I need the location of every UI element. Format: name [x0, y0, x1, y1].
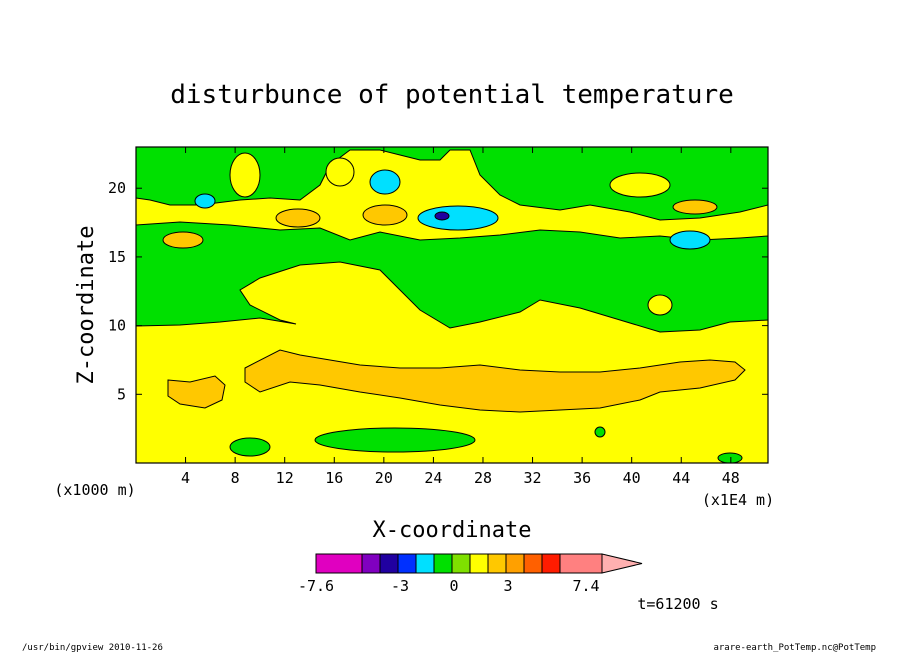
- x-tick-label: 4: [181, 469, 190, 487]
- x-tick-label: 24: [424, 469, 442, 487]
- x-tick-label: 12: [276, 469, 294, 487]
- footer-left: /usr/bin/gpview 2010-11-26: [22, 643, 163, 653]
- field-blob-orange-3: [362, 204, 408, 226]
- field-blob-green-4: [594, 426, 606, 438]
- field-blob-green-3: [717, 452, 743, 463]
- field-blob-yellow-2: [325, 157, 355, 187]
- colorbar-swatch: [559, 553, 603, 574]
- field-blob-orange-1: [162, 231, 204, 249]
- colorbar-swatch: [487, 553, 507, 574]
- field-blob-cyan-2: [194, 193, 216, 209]
- x-tick-label: 36: [573, 469, 591, 487]
- y-scale-note: (x1E4 m): [702, 491, 774, 509]
- x-tick-label: 40: [623, 469, 641, 487]
- field-blob-green-1: [314, 427, 476, 453]
- x-tick-label: 8: [231, 469, 240, 487]
- colorbar-swatch: [315, 553, 363, 574]
- field-region-green-top: [136, 147, 768, 221]
- colorbar: [315, 553, 643, 574]
- field-blob-yellow-1: [229, 152, 261, 198]
- colorbar-labels: -7.6 -3 0 3 7.4: [298, 577, 600, 595]
- colorbar-swatch: [415, 553, 435, 574]
- colorbar-swatch: [397, 553, 417, 574]
- x-scale-note: (x1000 m): [54, 481, 135, 499]
- colorbar-swatch: [469, 553, 489, 574]
- field-blob-orange-2: [275, 208, 321, 228]
- field-blob-yellow-3: [609, 172, 671, 198]
- colorbar-tick-label: 0: [449, 577, 458, 595]
- x-tick-label: 28: [474, 469, 492, 487]
- colorbar-tick-label: 3: [503, 577, 512, 595]
- field-blob-yellow-4: [647, 294, 673, 316]
- x-axis-label: X-coordinate: [373, 518, 532, 543]
- field-region-orange: [244, 349, 746, 413]
- colorbar-swatch: [505, 553, 525, 574]
- colorbar-tick-label: -7.6: [298, 577, 334, 595]
- colorbar-swatch: [523, 553, 543, 574]
- x-tick-label: 44: [672, 469, 690, 487]
- y-tick-label: 15: [108, 248, 126, 266]
- field-blob-blue-1: [434, 211, 450, 221]
- footer-right: arare-earth_PotTemp.nc@PotTemp: [713, 643, 876, 653]
- colorbar-arrow: [601, 553, 643, 574]
- time-label: t=61200 s: [637, 595, 718, 613]
- x-tick-label: 32: [524, 469, 542, 487]
- colorbar-swatch: [451, 553, 471, 574]
- plot-frame: [135, 146, 769, 464]
- y-tick-label: 5: [117, 385, 126, 403]
- field-blob-cyan-1: [369, 169, 401, 195]
- colorbar-swatch: [433, 553, 453, 574]
- x-tick-label: 48: [722, 469, 740, 487]
- y-tick-label: 20: [108, 179, 126, 197]
- y-axis-label: Z-coordinate: [74, 226, 99, 385]
- colorbar-swatch: [361, 553, 381, 574]
- field-blob-orange-4: [672, 199, 718, 215]
- colorbar-swatch: [379, 553, 399, 574]
- x-tick-label: 16: [325, 469, 343, 487]
- field-blob-cyan-3: [417, 205, 499, 231]
- field-blob-green-2: [229, 437, 271, 457]
- x-ticks: 4 8 12 16 20 24 28 32 36 40 44 48: [181, 147, 740, 487]
- colorbar-tick-label: 7.4: [572, 577, 599, 595]
- x-tick-label: 20: [375, 469, 393, 487]
- colorbar-swatch: [541, 553, 561, 574]
- chart-title: disturbunce of potential temperature: [170, 80, 734, 110]
- y-tick-label: 10: [108, 317, 126, 335]
- field-region-green-mid: [136, 221, 768, 333]
- field-blob-cyan-4: [669, 230, 711, 250]
- y-ticks: 5 10 15 20: [108, 179, 768, 403]
- colorbar-tick-label: -3: [391, 577, 409, 595]
- field-region-orange-small: [167, 375, 226, 409]
